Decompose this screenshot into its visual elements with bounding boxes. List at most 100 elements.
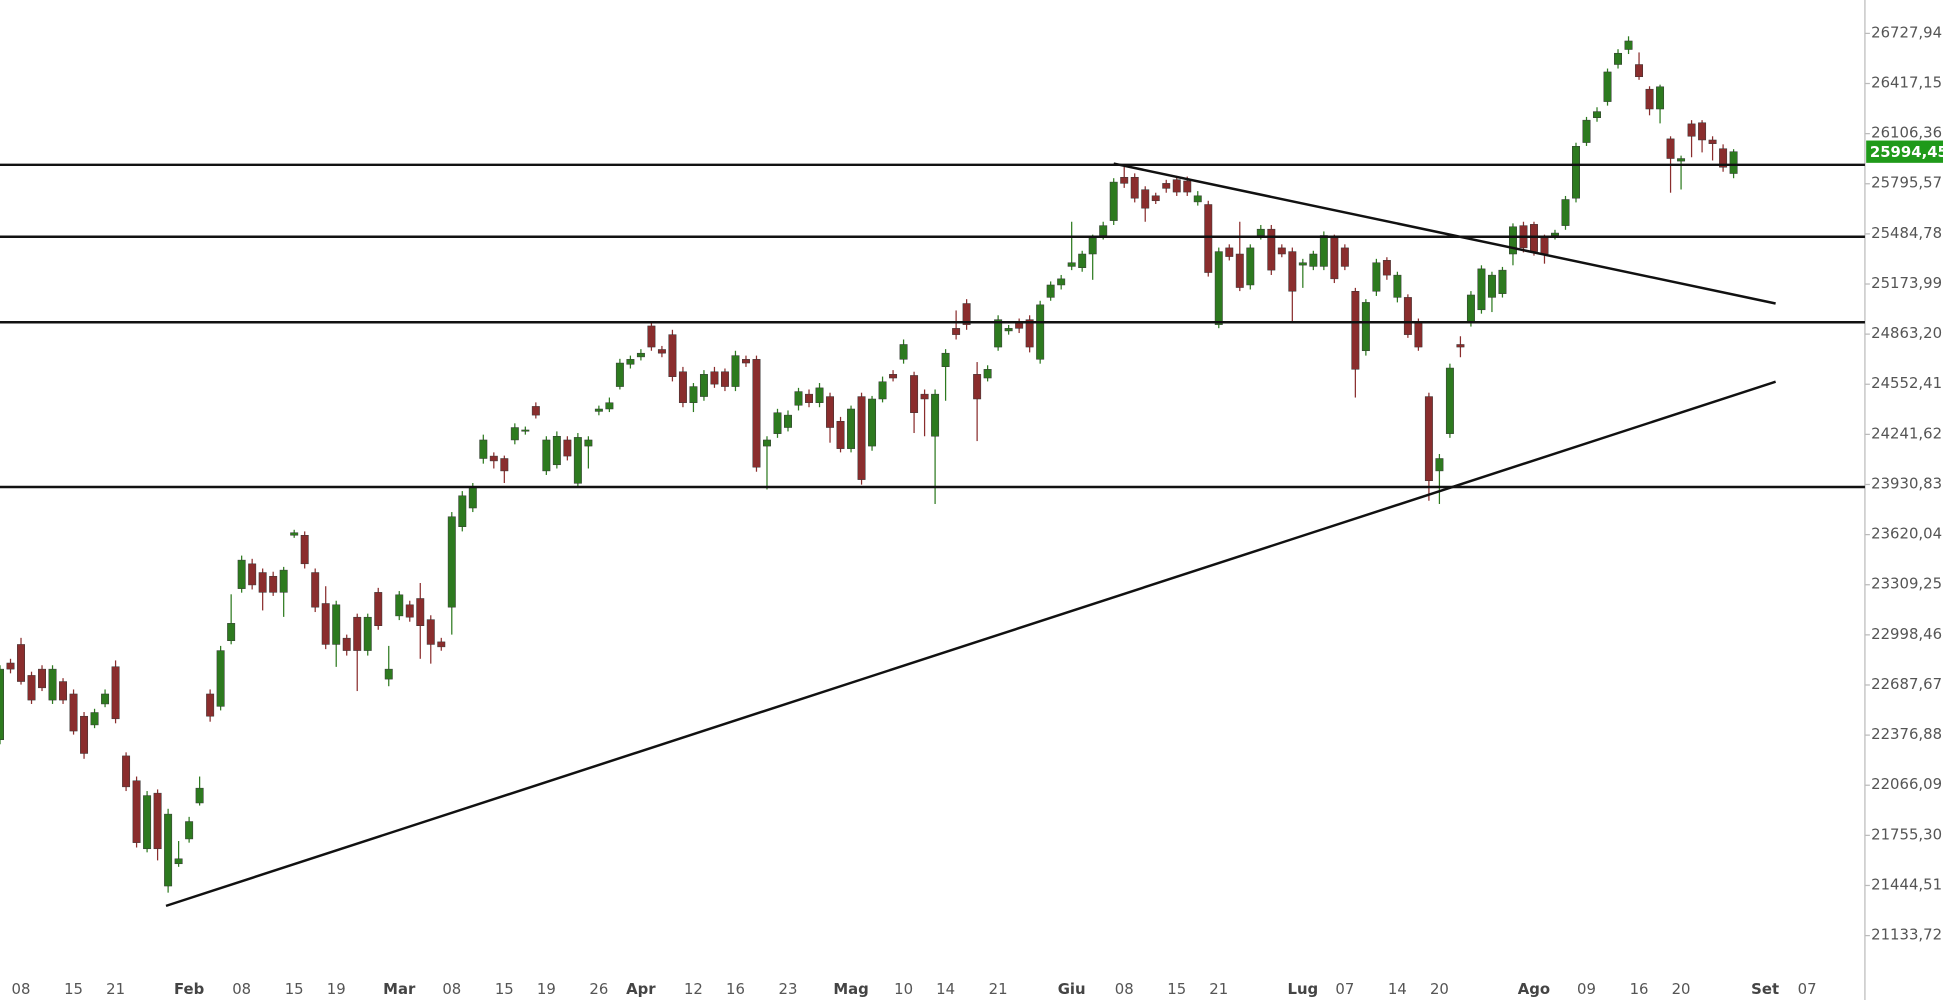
x-tick-label: Feb: [174, 980, 204, 998]
candle-body: [164, 813, 173, 887]
candle-body: [1288, 251, 1297, 292]
candle-body: [437, 641, 446, 648]
y-tick-label: 25173,99: [1871, 274, 1942, 292]
candle-body: [1508, 226, 1517, 255]
y-tick-label: 25484,78: [1871, 224, 1942, 242]
y-tick-label: 25795,57: [1871, 174, 1942, 192]
candle-body: [479, 439, 488, 459]
candle-body: [626, 359, 635, 365]
x-tick-label: 21: [106, 980, 125, 998]
candle-body: [1109, 181, 1118, 221]
candle-body: [1151, 195, 1160, 202]
candle-body: [594, 408, 603, 412]
candle-body: [784, 414, 792, 428]
candle-body: [1141, 189, 1150, 209]
x-tick-label: 08: [442, 980, 461, 998]
candle-body: [573, 437, 582, 484]
x-tick-label: 21: [989, 980, 1008, 998]
candle-body: [38, 668, 46, 689]
x-tick-label: 09: [1577, 980, 1596, 998]
candle-body: [1036, 304, 1045, 360]
candle-body: [1403, 297, 1412, 335]
candle-body: [657, 349, 666, 354]
y-tick-label: 22376,88: [1871, 725, 1942, 743]
candle-body: [584, 439, 593, 447]
candle-body: [1614, 52, 1622, 65]
candle-body: [1330, 237, 1339, 280]
candle-body: [6, 662, 15, 670]
candle-body: [563, 439, 572, 457]
candle-body: [994, 319, 1003, 348]
candle-body: [668, 334, 677, 377]
candle-body: [510, 427, 519, 441]
y-tick-label: 26106,36: [1871, 124, 1942, 142]
candle-body: [678, 371, 687, 403]
candle-body: [805, 393, 813, 403]
x-tick-label: 16: [726, 980, 745, 998]
y-tick-label: 23309,25: [1871, 575, 1942, 593]
candle-body: [1225, 247, 1234, 257]
candle-body: [1593, 111, 1601, 118]
candle-body: [216, 650, 225, 707]
x-tick-label: 16: [1630, 980, 1649, 998]
candle-body: [1025, 319, 1034, 348]
price-tag-label: 25994,45: [1870, 143, 1943, 161]
candle-body: [69, 693, 78, 732]
candle-body: [1456, 344, 1465, 348]
candle-body: [826, 396, 834, 428]
candle-body: [1572, 146, 1580, 199]
x-tick-label: 20: [1672, 980, 1691, 998]
candle-body: [90, 712, 99, 726]
candle-body: [290, 532, 299, 536]
candle-body: [763, 439, 771, 447]
candle-body: [426, 619, 435, 645]
x-tick-label: 08: [232, 980, 251, 998]
candle-body: [1424, 396, 1433, 482]
candle-body: [689, 386, 698, 403]
x-tick-label: Giu: [1058, 980, 1086, 998]
candle-body: [1582, 119, 1591, 143]
candle-body: [794, 391, 803, 406]
candle-body: [868, 398, 877, 447]
candle-body: [500, 458, 509, 472]
x-tick-label: 08: [12, 980, 31, 998]
candle-body: [311, 572, 320, 608]
candle-body: [405, 604, 414, 618]
x-tick-label: Lug: [1287, 980, 1318, 998]
x-tick-label: 07: [1335, 980, 1354, 998]
candle-body: [1078, 253, 1087, 268]
candle-body: [59, 681, 68, 701]
candle-body: [1698, 122, 1707, 141]
candle-body: [1183, 180, 1192, 193]
candle-body: [279, 569, 288, 593]
candle-body: [1088, 237, 1097, 255]
y-tick-label: 22687,67: [1871, 675, 1942, 693]
y-tick-label: 26417,15: [1871, 74, 1942, 92]
candle-body: [1361, 302, 1370, 352]
x-tick-label: 15: [285, 980, 304, 998]
candle-body: [206, 693, 215, 717]
candle-body: [174, 858, 183, 865]
candle-body: [1687, 123, 1696, 137]
candle-body: [731, 355, 740, 387]
candle-body: [815, 387, 824, 403]
candle-body: [1445, 367, 1454, 434]
candle-body: [447, 516, 456, 608]
x-tick-label: 19: [537, 980, 556, 998]
candle-body: [1057, 278, 1066, 286]
trend-line: [1113, 162, 1776, 305]
y-tick-label: 23930,83: [1871, 474, 1942, 492]
candle-body: [395, 594, 404, 617]
price-tag: [1866, 140, 1943, 163]
candle-body: [101, 693, 110, 705]
x-tick-label: 23: [779, 980, 798, 998]
y-tick-label: 22998,46: [1871, 625, 1942, 643]
candle-body: [1645, 88, 1654, 110]
x-tick-label: 12: [684, 980, 703, 998]
candle-body: [248, 563, 257, 586]
x-tick-label: 14: [936, 980, 955, 998]
candle-body: [332, 604, 341, 645]
candle-body: [1477, 268, 1486, 311]
candle-body: [899, 344, 908, 360]
